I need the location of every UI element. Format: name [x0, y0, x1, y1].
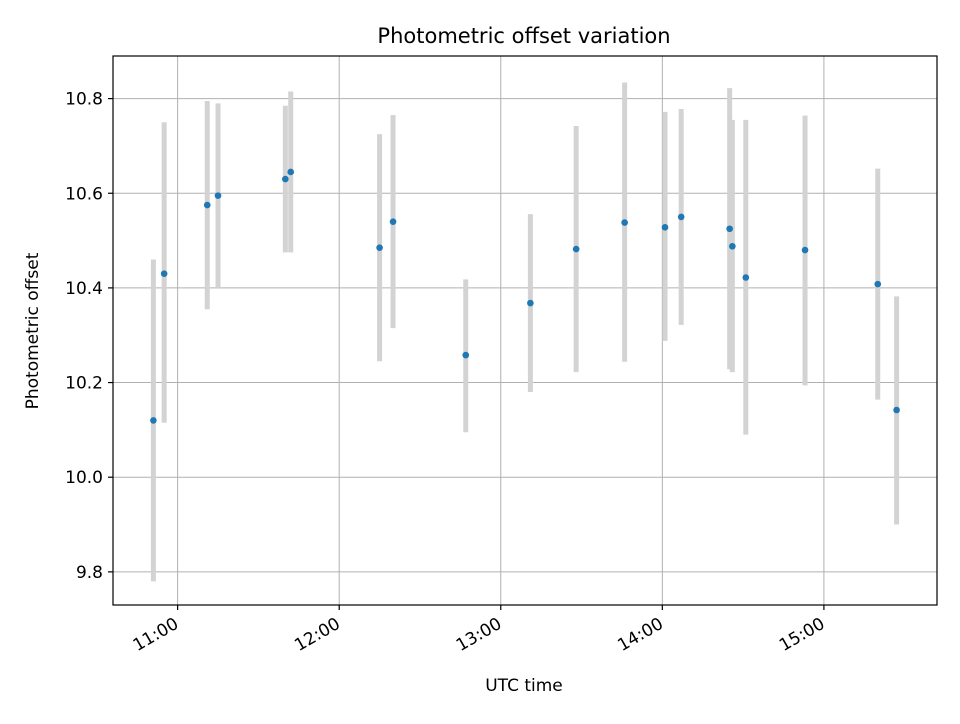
data-point-3 [214, 192, 222, 199]
chart-title: Photometric offset variation [377, 24, 670, 48]
data-point-9 [527, 299, 534, 307]
data-point-15 [729, 242, 736, 250]
data-point-1 [160, 270, 168, 278]
data-point-19 [893, 406, 900, 414]
y-axis-label: Photometric offset [23, 252, 43, 409]
x-axis-label: UTC time [485, 676, 563, 696]
grid [113, 56, 937, 605]
y-axis-ticks: 9.8 10.0 10.2 10.4 10.6 10.8 [65, 90, 113, 583]
data-point-13 [677, 213, 685, 221]
y-tick-label-0: 9.8 [76, 563, 103, 583]
y-tick-label-5: 10.8 [65, 90, 103, 110]
data-point-8 [462, 351, 470, 359]
data-point-5 [287, 168, 295, 176]
y-tick-label-2: 10.2 [65, 374, 103, 394]
data-point-12 [661, 224, 669, 231]
data-point-0 [150, 417, 157, 424]
y-tick-label-3: 10.4 [65, 279, 103, 299]
y-tick-label-1: 10.0 [65, 468, 103, 488]
plot-frame [112, 55, 938, 606]
data-point-17 [801, 246, 809, 254]
y-tick-label-4: 10.6 [65, 184, 103, 204]
data-point-11 [621, 219, 628, 226]
data-point-18 [874, 280, 882, 288]
data-point-7 [389, 218, 397, 225]
data-point-16 [742, 274, 750, 281]
data-points [150, 168, 900, 424]
data-point-2 [203, 201, 211, 209]
data-point-14 [726, 225, 733, 233]
data-point-10 [572, 245, 580, 253]
data-point-6 [376, 244, 383, 251]
data-point-4 [282, 175, 289, 183]
